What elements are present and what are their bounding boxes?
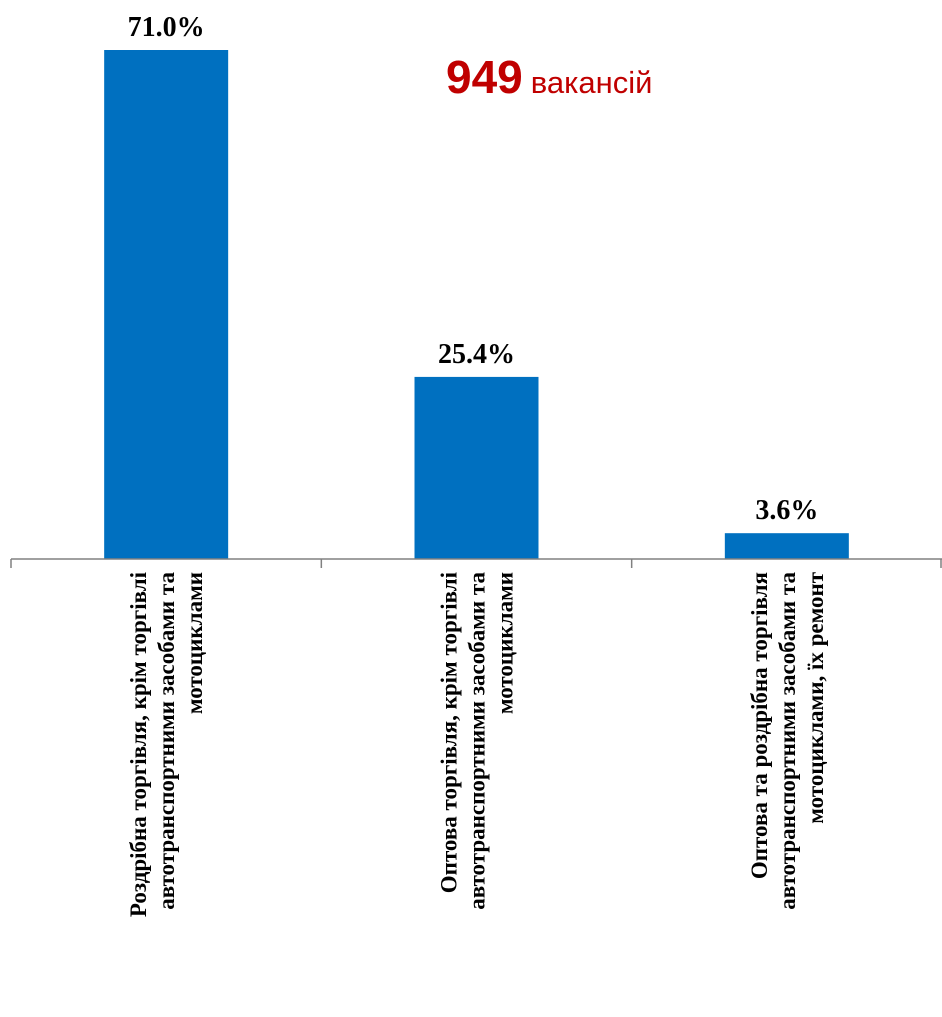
bar-2: [414, 376, 539, 559]
bar-1: [104, 50, 229, 559]
category-labels-group: Роздрібна торгівля, крім торгівлі автотра…: [126, 571, 828, 917]
value-label-2: 25.4%: [438, 339, 515, 370]
vacancy-count: 949: [446, 51, 523, 103]
value-label-3: 3.6%: [755, 495, 818, 526]
category-label-2: Оптова торгівля, крім торгівлі автотрансп…: [437, 571, 518, 909]
category-label-1-line-3: мотоциклами: [182, 572, 207, 714]
value-labels-group: 71.0% 25.4% 3.6%: [128, 12, 819, 526]
vacancy-label: вакансій: [530, 65, 653, 100]
category-label-3-line-3: мотоциклами, їх ремонт: [803, 571, 828, 823]
category-label-1-line-1: Роздрібна торгівля, крім торгівлі: [126, 571, 151, 917]
bar-3: [724, 533, 849, 559]
category-label-1: Роздрібна торгівля, крім торгівлі автотра…: [126, 571, 207, 917]
bars-group: [104, 50, 849, 559]
category-label-3: Оптова та роздрібна торгівля автотранспор…: [747, 571, 828, 909]
category-label-2-line-3: мотоциклами: [493, 572, 518, 714]
category-label-1-line-2: автотранспортними засобами та: [154, 572, 179, 910]
vacancy-annotation: 949 вакансій: [446, 50, 652, 104]
category-label-3-line-1: Оптова та роздрібна торгівля: [747, 572, 772, 879]
category-label-3-line-2: автотранспортними засобами та: [775, 572, 800, 910]
category-label-2-line-1: Оптова торгівля, крім торгівлі: [437, 571, 462, 893]
x-axis: [10, 558, 942, 568]
category-label-2-line-2: автотранспортними засобами та: [465, 572, 490, 910]
value-label-1: 71.0%: [128, 12, 205, 43]
